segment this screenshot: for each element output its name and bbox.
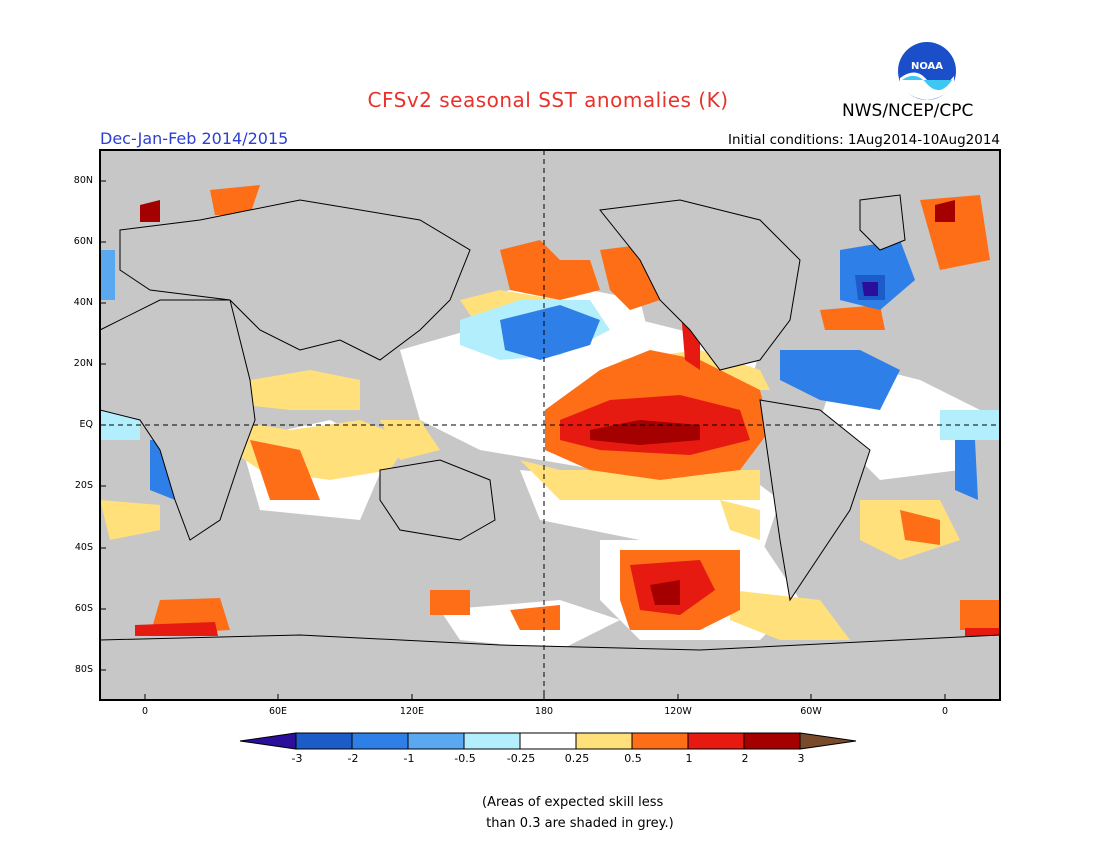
skill-note: (Areas of expected skill less than 0.3 a… (482, 795, 674, 831)
lon-label-120e: 120E (399, 706, 425, 717)
strong-warm-anomaly-region (140, 200, 160, 222)
warm-anomaly-region (820, 305, 885, 330)
lat-label-40s: 40S (74, 542, 93, 553)
strong-warm-anomaly-region (935, 200, 955, 222)
colorbar-min-arrow (239, 732, 297, 750)
greenland-landmass (859, 194, 906, 251)
colorbar-label: 2 (741, 752, 749, 765)
warm-anomaly-region (100, 500, 160, 540)
south-america-landmass (759, 399, 871, 602)
australia-landmass (379, 459, 496, 541)
cool-anomaly-region (780, 350, 900, 410)
colorbar-label: 3 (797, 752, 805, 765)
colorbar-swatch (295, 732, 353, 750)
lon-label-120w: 120W (664, 706, 692, 717)
africa-landmass (99, 299, 256, 541)
colorbar-label: 0.5 (624, 752, 642, 765)
eurasia-landmass (119, 199, 471, 361)
colorbar-swatch (743, 732, 801, 750)
cool-anomaly-region (500, 305, 600, 360)
colorbar-max-arrow (799, 732, 857, 750)
noaa-logo: NOAA (896, 40, 958, 106)
initial-conditions-label: Initial conditions: 1Aug2014-10Aug2014 (727, 132, 1000, 148)
colorbar-label: -2 (347, 752, 359, 765)
svg-text:NOAA: NOAA (911, 61, 943, 72)
warm-anomaly-region (720, 500, 760, 540)
warm-anomaly-region (245, 370, 360, 410)
colorbar-swatch (407, 732, 465, 750)
lon-label-60w: 60W (800, 706, 822, 717)
warm-anomaly-region (500, 240, 600, 300)
warm-anomaly-region (960, 600, 1000, 630)
strong-cool-anomaly-region (862, 282, 878, 296)
colorbar-swatch (575, 732, 633, 750)
warm-anomaly-region (430, 590, 470, 615)
lat-label-20n: 20N (73, 358, 93, 369)
lon-label-0: 0 (141, 706, 149, 717)
warm-anomaly-region (210, 185, 260, 215)
warm-anomaly-region (250, 440, 320, 500)
colorbar-swatch (631, 732, 689, 750)
lat-label-60s: 60S (74, 603, 93, 614)
warm-anomaly-region (380, 420, 440, 460)
colorbar-label: 1 (685, 752, 693, 765)
warm-anomaly-region (900, 510, 940, 545)
strong-warm-anomaly-region (590, 420, 700, 445)
colorbar-label: 0.25 (564, 752, 590, 765)
lat-label-40n: 40N (73, 297, 93, 308)
colorbar-swatch (351, 732, 409, 750)
season-label: Dec-Jan-Feb 2014/2015 (100, 129, 289, 148)
agency-label: NWS/NCEP/CPC (842, 101, 974, 121)
colorbar-label: -1 (403, 752, 415, 765)
colorbar-swatch (463, 732, 521, 750)
colorbar-label: -3 (291, 752, 303, 765)
colorbar-label: -0.5 (454, 752, 476, 765)
lat-label-80s: 80S (74, 664, 93, 675)
strong-warm-anomaly-region (650, 580, 680, 605)
lat-label-60n: 60N (73, 236, 93, 247)
lon-label-0-east: 0 (941, 706, 949, 717)
lat-label-eq: EQ (79, 419, 93, 430)
colorbar-swatch (519, 732, 577, 750)
map-title: CFSv2 seasonal SST anomalies (K) (367, 88, 729, 112)
north-america-landmass (599, 199, 801, 371)
lat-label-20s: 20S (74, 480, 93, 491)
lat-label-80n: 80N (73, 175, 93, 186)
colorbar-label: -0.25 (506, 752, 536, 765)
warm-anomaly-region (730, 590, 850, 640)
cool-anomaly-region (955, 440, 978, 500)
colorbar-swatch (687, 732, 745, 750)
lon-label-180: 180 (534, 706, 554, 717)
cool-anomaly-region (100, 250, 115, 300)
lon-label-60e: 60E (268, 706, 288, 717)
cool-anomaly-region (940, 410, 1000, 440)
warm-anomaly-region (965, 628, 1000, 636)
warm-anomaly-region (510, 605, 560, 630)
warm-anomaly-region (135, 622, 218, 636)
